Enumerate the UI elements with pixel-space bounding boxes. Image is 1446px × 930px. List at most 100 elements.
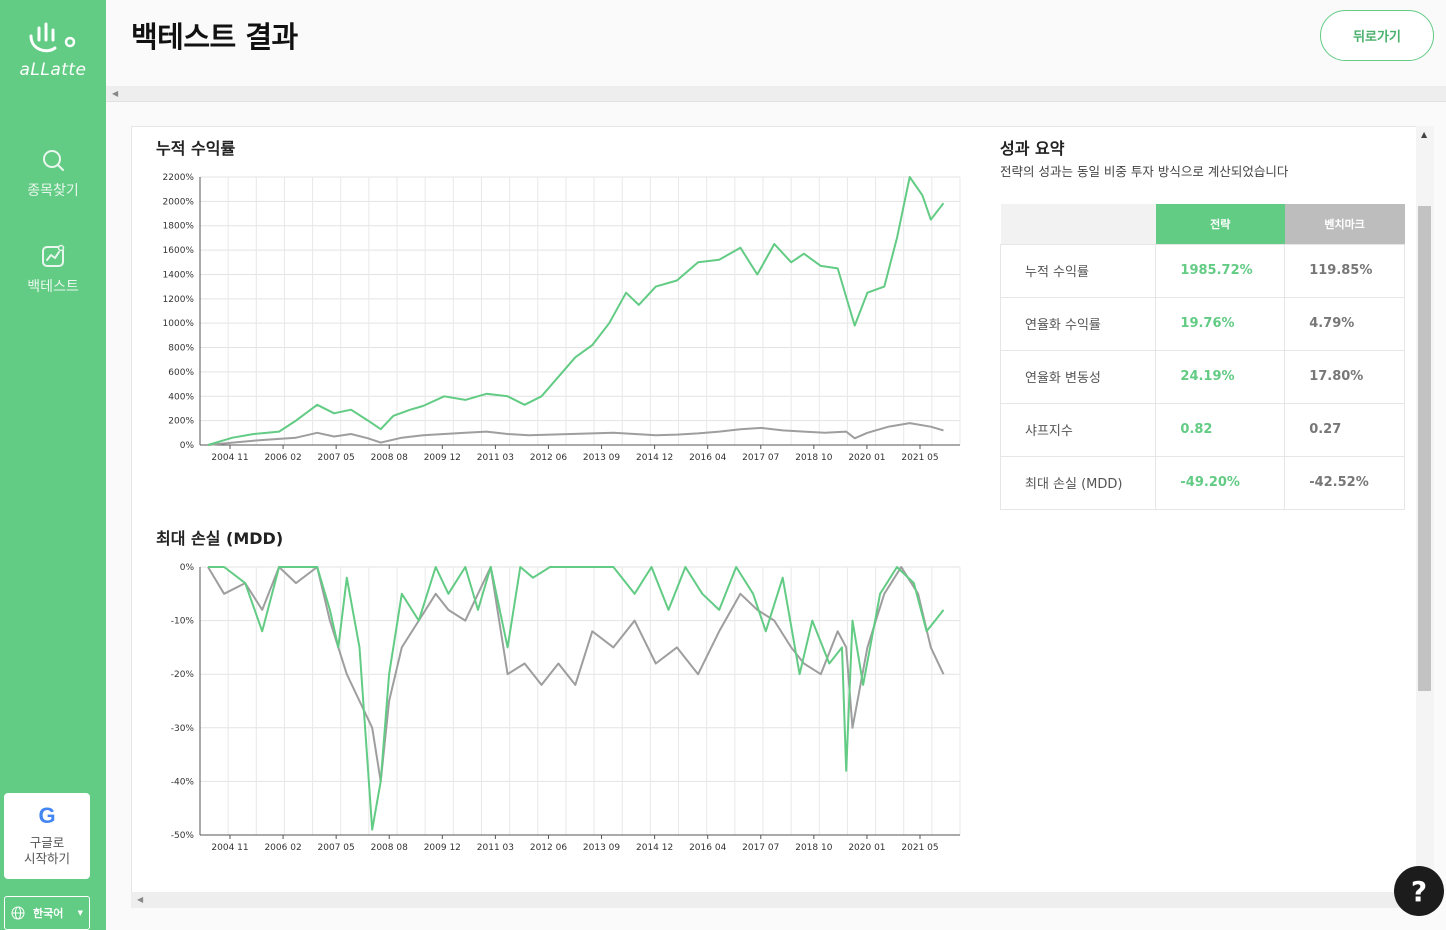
mdd-title: 최대 손실 (MDD) xyxy=(156,529,284,548)
x-tick-label: 2004 11 xyxy=(211,843,248,853)
x-tick-label: 2004 11 xyxy=(211,453,248,463)
x-tick-label: 2014 12 xyxy=(636,453,673,463)
nav-label: 백테스트 xyxy=(27,279,79,295)
strategy-series-line xyxy=(208,566,945,831)
summary-row-label: 연율화 수익률 xyxy=(999,296,1157,351)
y-tick-label: 0% xyxy=(180,563,195,573)
scroll-left-icon[interactable]: ◀ xyxy=(137,895,144,904)
language-select[interactable]: 한국어 ▼ xyxy=(4,896,90,930)
summary-table: 전략 벤치마크 누적 수익률 1985.72% 119.85% 연율화 수익률 … xyxy=(999,204,1405,510)
summary-benchmark-value: -42.52% xyxy=(1284,455,1405,510)
summary-row-label: 누적 수익률 xyxy=(999,243,1157,298)
google-icon: G xyxy=(38,803,56,828)
google-label-line1: 구글로 xyxy=(29,835,65,850)
globe-icon xyxy=(11,906,25,920)
x-tick-label: 2020 01 xyxy=(848,843,885,853)
y-tick-label: 1400% xyxy=(163,270,195,280)
x-tick-label: 2012 06 xyxy=(530,843,567,853)
x-tick-label: 2013 09 xyxy=(583,843,620,853)
y-tick-label: -10% xyxy=(171,617,195,627)
cumulative-return-title: 누적 수익률 xyxy=(156,139,236,158)
summary-row: 최대 손실 (MDD) -49.20% -42.52% xyxy=(999,455,1405,510)
summary-title: 성과 요약 xyxy=(1000,139,1065,158)
y-tick-label: 1000% xyxy=(163,319,195,329)
x-tick-label: 2017 07 xyxy=(742,843,779,853)
summary-benchmark-value: 119.85% xyxy=(1284,243,1405,298)
summary-row: 샤프지수 0.82 0.27 xyxy=(999,402,1405,457)
x-tick-label: 2012 06 xyxy=(530,453,567,463)
vertical-scrollbar[interactable]: ▲ xyxy=(1416,126,1434,892)
x-tick-label: 2011 03 xyxy=(477,843,514,853)
summary-subtitle: 전략의 성과는 동일 비중 투자 방식으로 계산되었습니다 xyxy=(1000,164,1289,179)
y-tick-label: 600% xyxy=(168,368,194,378)
nav-item-backtest[interactable]: 백테스트 xyxy=(0,244,106,296)
nav-label: 종목찾기 xyxy=(27,183,79,199)
x-tick-label: 2008 08 xyxy=(371,453,408,463)
summary-row: 누적 수익률 1985.72% 119.85% xyxy=(999,243,1405,298)
summary-row: 연율화 변동성 24.19% 17.80% xyxy=(999,349,1405,404)
x-tick-label: 2018 10 xyxy=(795,843,832,853)
cumulative-return-chart: 0% 200% 400% 600% 800% 1000% 1200% 1400% 1600% 18… xyxy=(163,173,961,463)
header: 백테스트 결과 뒤로가기 xyxy=(106,0,1446,86)
summary-header-strategy: 전략 xyxy=(1155,204,1285,244)
help-button[interactable]: ? xyxy=(1394,866,1444,916)
x-tick-label: 2008 08 xyxy=(371,843,408,853)
y-tick-label: -50% xyxy=(171,831,195,841)
y-tick-label: -30% xyxy=(171,724,195,734)
page-title: 백테스트 결과 xyxy=(131,20,298,54)
sidebar: aLLatte 종목찾기 백테스트 G 구글로 시작하기 한국어 ▼ xyxy=(0,0,106,930)
summary-strategy-value: 24.19% xyxy=(1155,349,1286,404)
y-tick-label: -40% xyxy=(171,777,195,787)
x-tick-label: 2007 05 xyxy=(318,453,355,463)
x-tick-label: 2006 02 xyxy=(264,843,301,853)
back-button[interactable]: 뒤로가기 xyxy=(1320,10,1434,61)
x-tick-label: 2007 05 xyxy=(318,843,355,853)
summary-strategy-value: 19.76% xyxy=(1155,296,1286,351)
y-tick-label: 800% xyxy=(168,344,194,354)
search-icon xyxy=(43,150,64,171)
x-tick-label: 2006 02 xyxy=(264,453,301,463)
summary-row-label: 최대 손실 (MDD) xyxy=(999,455,1157,510)
x-tick-label: 2009 12 xyxy=(424,843,461,853)
x-tick-label: 2018 10 xyxy=(795,453,832,463)
scrollbar-thumb[interactable] xyxy=(1418,206,1431,691)
x-tick-label: 2014 12 xyxy=(636,843,673,853)
summary-header-row: 전략 벤치마크 xyxy=(1000,204,1405,244)
summary-strategy-value: 1985.72% xyxy=(1155,243,1286,298)
google-label-line2: 시작하기 xyxy=(23,851,70,866)
summary-benchmark-value: 17.80% xyxy=(1284,349,1405,404)
y-tick-label: -20% xyxy=(171,670,195,680)
google-login-button[interactable]: G 구글로 시작하기 xyxy=(4,793,90,879)
chevron-down-icon: ▼ xyxy=(77,909,83,917)
strategy-series-line xyxy=(207,176,945,446)
logo-text: aLLatte xyxy=(19,60,87,80)
summary-strategy-value: -49.20% xyxy=(1155,455,1286,510)
x-tick-label: 2021 05 xyxy=(901,843,938,853)
y-tick-label: 2000% xyxy=(163,197,195,207)
x-tick-label: 2016 04 xyxy=(689,453,726,463)
summary-row-label: 샤프지수 xyxy=(999,402,1157,457)
y-tick-label: 1800% xyxy=(163,222,195,232)
summary-header-benchmark: 벤치마크 xyxy=(1284,204,1405,244)
summary-row: 연율화 수익률 19.76% 4.79% xyxy=(999,296,1405,351)
y-tick-label: 1200% xyxy=(163,295,195,305)
x-tick-label: 2013 09 xyxy=(583,453,620,463)
x-tick-label: 2016 04 xyxy=(689,843,726,853)
summary-row-label: 연율화 변동성 xyxy=(999,349,1157,404)
language-label: 한국어 xyxy=(33,907,64,920)
x-tick-label: 2017 07 xyxy=(742,453,779,463)
logo[interactable]: aLLatte xyxy=(0,22,106,80)
summary-header-blank xyxy=(1000,204,1156,244)
scroll-up-icon[interactable]: ▲ xyxy=(1421,130,1428,139)
scroll-left-icon[interactable]: ◀ xyxy=(112,89,119,98)
y-tick-label: 400% xyxy=(168,392,194,402)
nav-item-stock-search[interactable]: 종목찾기 xyxy=(0,148,106,200)
benchmark-series-line xyxy=(207,422,944,446)
logo-icon xyxy=(29,22,76,53)
chart-icon xyxy=(42,244,65,267)
results-panel: 누적 수익률 0% 200% 400% 600% 800% 1000% 1200% 1400%… xyxy=(131,126,1434,908)
horizontal-scrollbar-top[interactable]: ◀ xyxy=(106,86,1446,102)
summary-benchmark-value: 0.27 xyxy=(1284,402,1405,457)
horizontal-scrollbar-bottom[interactable]: ◀ xyxy=(131,892,1416,908)
y-tick-label: 2200% xyxy=(163,173,195,183)
